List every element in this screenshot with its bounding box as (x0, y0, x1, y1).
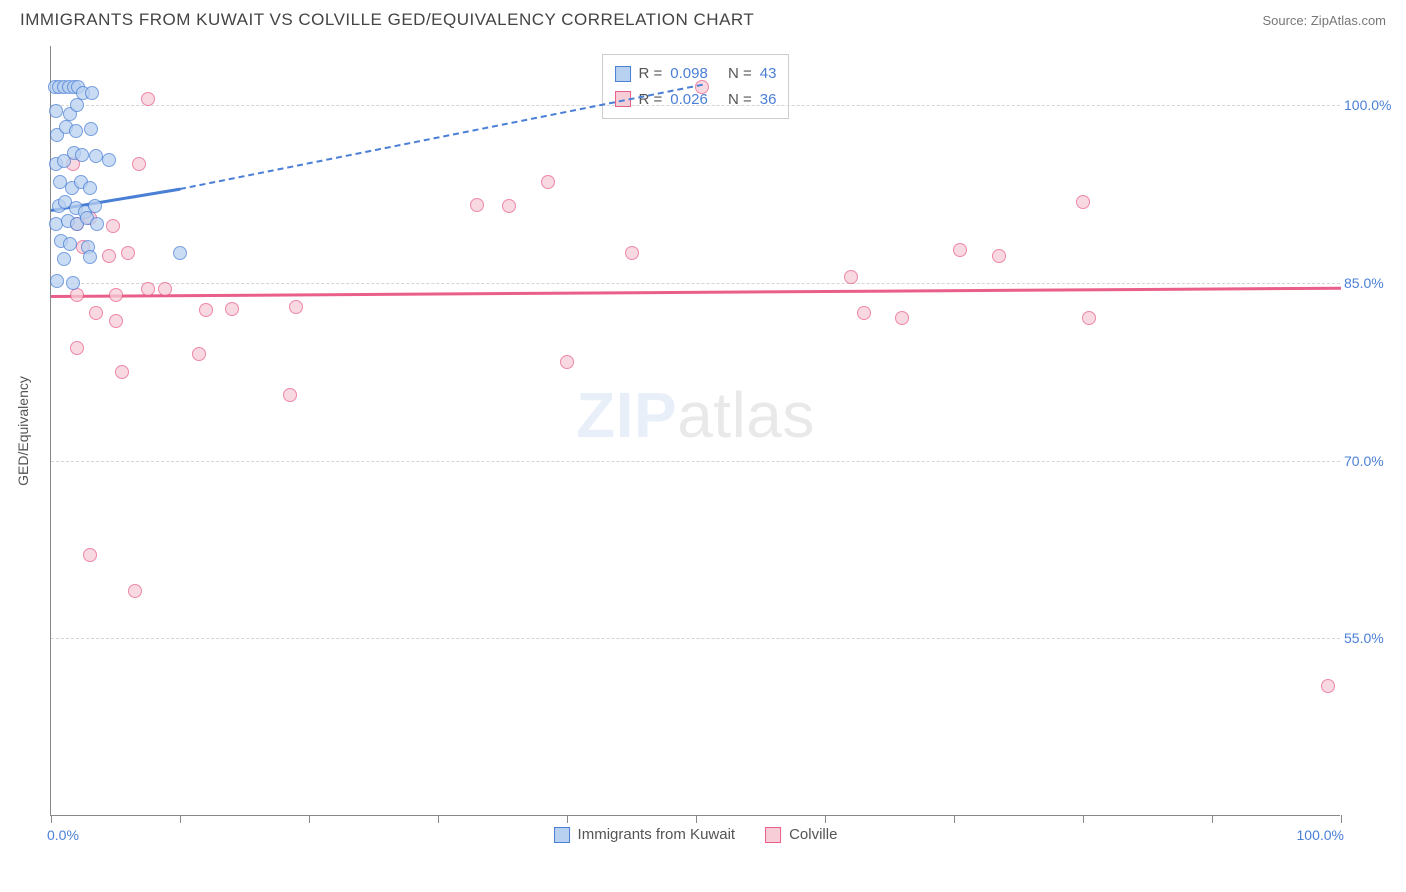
stats-row-kuwait: R = 0.098 N = 43 (615, 61, 777, 87)
y-axis-label: GED/Equivalency (15, 376, 31, 486)
x-tick (567, 815, 568, 823)
x-tick (438, 815, 439, 823)
data-point-colville (1082, 311, 1096, 325)
y-tick-label: 85.0% (1344, 275, 1396, 291)
data-point-colville (192, 347, 206, 361)
trendline-extrapolated (180, 84, 703, 190)
gridline (51, 283, 1340, 284)
data-point-colville (502, 199, 516, 213)
data-point-colville (857, 306, 871, 320)
data-point-colville (199, 303, 213, 317)
data-point-colville (289, 300, 303, 314)
swatch-colville (765, 827, 781, 843)
swatch-kuwait (554, 827, 570, 843)
gridline (51, 105, 1340, 106)
y-tick-label: 55.0% (1344, 630, 1396, 646)
data-point-kuwait (63, 237, 77, 251)
data-point-kuwait (173, 246, 187, 260)
data-point-kuwait (85, 86, 99, 100)
data-point-colville (992, 249, 1006, 263)
data-point-kuwait (89, 149, 103, 163)
x-tick (1212, 815, 1213, 823)
data-point-colville (115, 365, 129, 379)
data-point-colville (83, 548, 97, 562)
data-point-colville (560, 355, 574, 369)
data-point-colville (844, 270, 858, 284)
data-point-colville (283, 388, 297, 402)
data-point-kuwait (83, 181, 97, 195)
data-point-colville (121, 246, 135, 260)
trendline (51, 286, 1341, 297)
x-tick (51, 815, 52, 823)
x-tick (825, 815, 826, 823)
y-tick-label: 100.0% (1344, 97, 1396, 113)
r-label: R = (639, 87, 663, 113)
x-tick (309, 815, 310, 823)
chart-header: IMMIGRANTS FROM KUWAIT VS COLVILLE GED/E… (0, 0, 1406, 36)
x-tick (1083, 815, 1084, 823)
gridline (51, 461, 1340, 462)
data-point-kuwait (66, 276, 80, 290)
chart-container: GED/Equivalency ZIPatlas R = 0.098 N = 4… (0, 36, 1406, 856)
data-point-kuwait (84, 122, 98, 136)
data-point-colville (625, 246, 639, 260)
data-point-colville (1076, 195, 1090, 209)
watermark-part2: atlas (677, 379, 815, 451)
x-tick (954, 815, 955, 823)
data-point-colville (102, 249, 116, 263)
data-point-colville (141, 282, 155, 296)
x-tick (180, 815, 181, 823)
data-point-kuwait (83, 250, 97, 264)
data-point-colville (109, 288, 123, 302)
data-point-kuwait (90, 217, 104, 231)
data-point-colville (89, 306, 103, 320)
series-legend: Immigrants from Kuwait Colville (554, 826, 838, 843)
data-point-colville (541, 175, 555, 189)
n-value-kuwait: 43 (760, 61, 777, 87)
data-point-colville (132, 157, 146, 171)
chart-title: IMMIGRANTS FROM KUWAIT VS COLVILLE GED/E… (20, 10, 754, 30)
data-point-colville (70, 341, 84, 355)
data-point-kuwait (57, 252, 71, 266)
n-label: N = (728, 87, 752, 113)
watermark-part1: ZIP (576, 379, 677, 451)
x-tick (696, 815, 697, 823)
legend-label-colville: Colville (789, 826, 837, 843)
data-point-colville (109, 314, 123, 328)
swatch-kuwait (615, 66, 631, 82)
legend-label-kuwait: Immigrants from Kuwait (578, 826, 736, 843)
source-attribution: Source: ZipAtlas.com (1262, 13, 1386, 28)
data-point-colville (1321, 679, 1335, 693)
data-point-colville (695, 80, 709, 94)
legend-item-kuwait: Immigrants from Kuwait (554, 826, 736, 843)
legend-item-colville: Colville (765, 826, 837, 843)
data-point-kuwait (49, 104, 63, 118)
plot-area: GED/Equivalency ZIPatlas R = 0.098 N = 4… (50, 46, 1340, 816)
watermark: ZIPatlas (576, 378, 815, 452)
r-label: R = (639, 61, 663, 87)
data-point-colville (128, 584, 142, 598)
y-tick-label: 70.0% (1344, 453, 1396, 469)
data-point-colville (106, 219, 120, 233)
data-point-colville (895, 311, 909, 325)
data-point-colville (158, 282, 172, 296)
x-axis-min-label: 0.0% (47, 827, 79, 843)
data-point-kuwait (102, 153, 116, 167)
data-point-colville (225, 302, 239, 316)
gridline (51, 638, 1340, 639)
n-value-colville: 36 (760, 87, 777, 113)
data-point-colville (953, 243, 967, 257)
data-point-kuwait (50, 274, 64, 288)
data-point-kuwait (75, 148, 89, 162)
data-point-colville (141, 92, 155, 106)
data-point-colville (470, 198, 484, 212)
data-point-kuwait (69, 124, 83, 138)
x-tick (1341, 815, 1342, 823)
x-axis-max-label: 100.0% (1297, 827, 1344, 843)
n-label: N = (728, 61, 752, 87)
